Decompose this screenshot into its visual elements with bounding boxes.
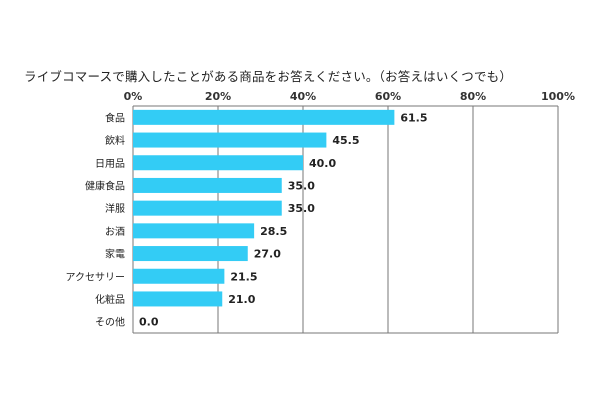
x-tick-label: 60% <box>375 90 401 103</box>
value-label: 27.0 <box>254 248 281 261</box>
category-label: 健康食品 <box>85 179 125 192</box>
x-tick-label: 20% <box>205 90 231 103</box>
bar <box>133 132 327 148</box>
category-label: アクセサリー <box>66 271 126 283</box>
bar-layer <box>133 109 395 307</box>
x-tick-label: 100% <box>541 90 575 103</box>
label-layer: 0% 20% 40% 60% 80% 100% 食品 61.5 飲料 45.5 日用品 40.0 健康食… <box>66 90 575 329</box>
x-tick-label: 80% <box>460 90 486 103</box>
bar <box>133 177 282 193</box>
value-label: 35.0 <box>288 179 315 192</box>
category-label: 日用品 <box>95 158 125 170</box>
bar <box>133 223 255 239</box>
value-label: 0.0 <box>139 316 159 329</box>
value-label: 61.5 <box>400 111 427 124</box>
bar <box>133 268 225 284</box>
category-label: 飲料 <box>105 134 125 147</box>
grid-layer <box>132 105 559 334</box>
bar <box>133 155 303 171</box>
value-label: 21.5 <box>230 270 257 283</box>
bar <box>133 200 282 216</box>
category-label: 化粧品 <box>95 293 125 306</box>
category-label: お酒 <box>105 226 125 238</box>
bar <box>133 291 223 307</box>
value-label: 40.0 <box>309 157 336 170</box>
x-tick-label: 40% <box>290 90 316 103</box>
bar <box>133 246 248 262</box>
value-label: 45.5 <box>332 134 359 147</box>
chart-title: ライブコマースで購入したことがある商品をお答えください。（お答えはいくつでも） <box>24 69 513 84</box>
category-label: 洋服 <box>105 202 125 215</box>
value-label: 21.0 <box>228 293 255 306</box>
category-label: 食品 <box>105 111 125 124</box>
value-label: 35.0 <box>288 202 315 215</box>
value-label: 28.5 <box>260 225 287 238</box>
x-tick-label: 0% <box>124 90 143 103</box>
bar <box>133 109 395 125</box>
category-label: 家電 <box>105 248 125 261</box>
category-label: その他 <box>95 316 125 329</box>
